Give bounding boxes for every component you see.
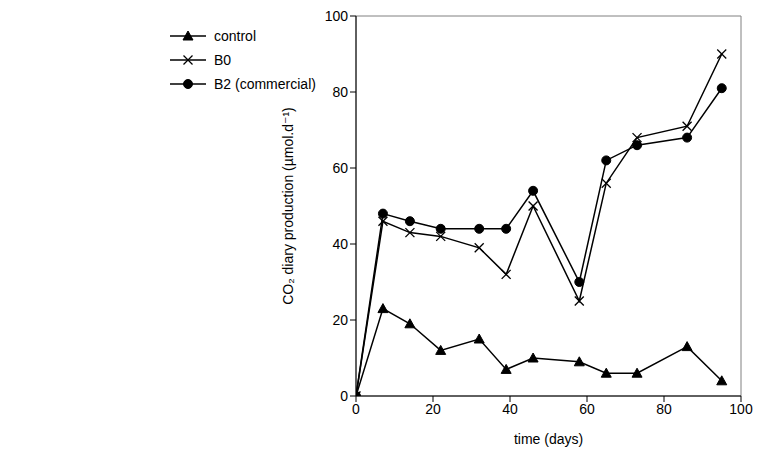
html-text:B2 (commercial): B2 (commercial) — [214, 76, 316, 92]
svg-text:60: 60 — [332, 160, 348, 176]
svg-text:100: 100 — [325, 8, 349, 24]
svg-text:80: 80 — [656, 401, 672, 417]
svg-text:100: 100 — [729, 401, 753, 417]
svg-text:time (days): time (days) — [514, 431, 583, 447]
svg-text:40: 40 — [332, 236, 348, 252]
html-text:B0: B0 — [214, 52, 232, 68]
svg-text:CO₂ diary production (µmol.d⁻¹: CO₂ diary production (µmol.d⁻¹) — [280, 107, 296, 305]
svg-text:40: 40 — [502, 401, 518, 417]
svg-text:20: 20 — [425, 401, 441, 417]
svg-text:0: 0 — [352, 401, 360, 417]
html-text:control: control — [214, 28, 256, 44]
svg-text:80: 80 — [332, 84, 348, 100]
svg-text:0: 0 — [340, 388, 348, 404]
svg-text:20: 20 — [332, 312, 348, 328]
svg-text:60: 60 — [579, 401, 595, 417]
